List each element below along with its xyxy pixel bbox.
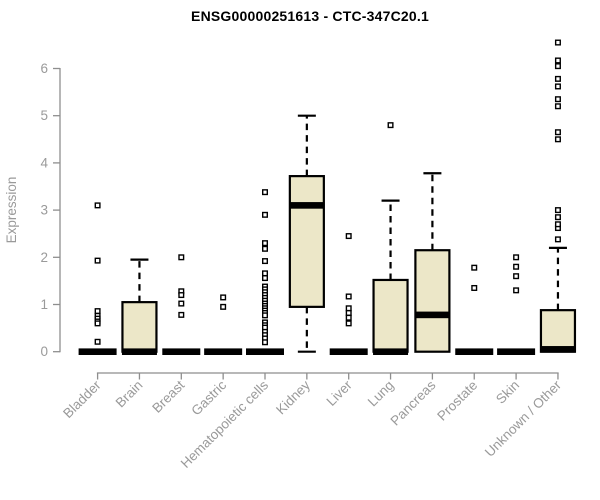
- x-tick-label: Pancreas: [388, 377, 439, 428]
- outlier-point: [345, 320, 352, 327]
- x-tick-label: Bladder: [60, 377, 104, 421]
- outlier-point: [220, 303, 227, 310]
- outlier-point: [554, 236, 561, 243]
- outlier-point: [262, 245, 269, 252]
- boxplot-gastric: [204, 294, 243, 355]
- y-tick-label: 0: [40, 344, 48, 359]
- median-bar: [497, 348, 536, 355]
- outlier-point: [513, 254, 520, 261]
- x-tick-label: Prostate: [434, 378, 480, 424]
- outlier-point: [554, 39, 561, 46]
- median-bar: [540, 346, 576, 353]
- x-tick-label: Brain: [113, 378, 146, 411]
- box-iqr: [372, 278, 409, 353]
- median-bar: [204, 348, 243, 355]
- x-tick-label: Liver: [324, 377, 356, 409]
- box-iqr: [121, 301, 158, 353]
- outlier-point: [345, 309, 352, 316]
- y-axis: 0 1 2 3 4 5 6: [40, 61, 61, 359]
- outlier-point: [178, 292, 185, 299]
- chart-title: ENSG00000251613 - CTC-347C20.1: [191, 8, 429, 24]
- outlier-point: [345, 305, 352, 312]
- outlier-point: [262, 240, 269, 247]
- median-bar: [329, 348, 368, 355]
- outlier-point: [554, 214, 561, 221]
- outlier-point: [471, 264, 478, 271]
- median-bar: [414, 311, 450, 319]
- outlier-point: [554, 96, 561, 103]
- median-bar: [246, 348, 284, 355]
- y-tick-label: 2: [40, 250, 48, 265]
- x-tick-label: Breast: [149, 377, 187, 415]
- x-tick-label: Kidney: [273, 377, 313, 417]
- x-tick-label: Gastric: [188, 377, 229, 418]
- boxplot-hematopoietic-cells: [246, 189, 284, 355]
- outlier-point: [554, 103, 561, 110]
- outlier-point: [94, 257, 101, 264]
- outlier-point: [554, 221, 561, 228]
- outlier-point: [262, 270, 269, 277]
- median-bar: [455, 348, 494, 355]
- box-iqr: [414, 249, 451, 353]
- outlier-point: [262, 211, 269, 218]
- boxplot-pancreas: [414, 172, 451, 353]
- outlier-point: [262, 258, 269, 265]
- outlier-point: [554, 207, 561, 214]
- outlier-point: [554, 63, 561, 70]
- x-tick-label: Unknown / Other: [482, 377, 565, 460]
- outlier-point: [345, 293, 352, 300]
- outlier-point: [262, 312, 269, 319]
- median-bar: [121, 348, 157, 355]
- box-iqr: [539, 309, 577, 353]
- outlier-point: [554, 57, 561, 64]
- y-tick-label: 4: [40, 155, 48, 170]
- y-tick-label: 5: [40, 108, 48, 123]
- outlier-point: [178, 254, 185, 261]
- boxplot-unknown-other: [539, 39, 577, 353]
- median-bar: [373, 348, 409, 355]
- x-tick-label: Skin: [493, 378, 522, 407]
- outlier-point: [94, 202, 101, 209]
- outlier-point: [262, 339, 269, 346]
- outlier-point: [94, 308, 101, 315]
- boxplot-prostate: [455, 264, 494, 355]
- y-tick-label: 6: [40, 61, 48, 76]
- outlier-point: [513, 263, 520, 270]
- boxplot-brain: [121, 258, 158, 355]
- outlier-point: [554, 136, 561, 143]
- outlier-point: [94, 338, 101, 345]
- outlier-point: [387, 122, 394, 129]
- box-iqr: [288, 175, 325, 308]
- boxplot-lung: [372, 122, 409, 355]
- median-bar: [78, 348, 117, 355]
- outlier-point: [554, 129, 561, 136]
- outlier-point: [345, 233, 352, 240]
- y-tick-label: 1: [40, 297, 48, 312]
- boxplot-kidney: [288, 114, 325, 353]
- outlier-point: [178, 311, 185, 318]
- outlier-point: [471, 284, 478, 291]
- boxplot-bladder: [78, 202, 117, 355]
- outlier-point: [554, 83, 561, 90]
- outlier-point: [178, 300, 185, 307]
- outlier-point: [554, 75, 561, 82]
- outlier-point: [220, 294, 227, 301]
- outlier-point: [262, 275, 269, 282]
- median-bar: [162, 348, 201, 355]
- boxplot-breast: [162, 254, 201, 355]
- x-tick-label: Lung: [365, 378, 397, 410]
- boxplot-liver: [329, 233, 368, 355]
- outlier-point: [262, 189, 269, 196]
- boxplot-skin: [497, 254, 536, 355]
- y-tick-label: 3: [40, 203, 48, 218]
- outlier-point: [513, 273, 520, 280]
- outlier-point: [513, 287, 520, 294]
- median-bar: [289, 202, 325, 209]
- outlier-point: [94, 320, 101, 327]
- outlier-point: [345, 314, 352, 321]
